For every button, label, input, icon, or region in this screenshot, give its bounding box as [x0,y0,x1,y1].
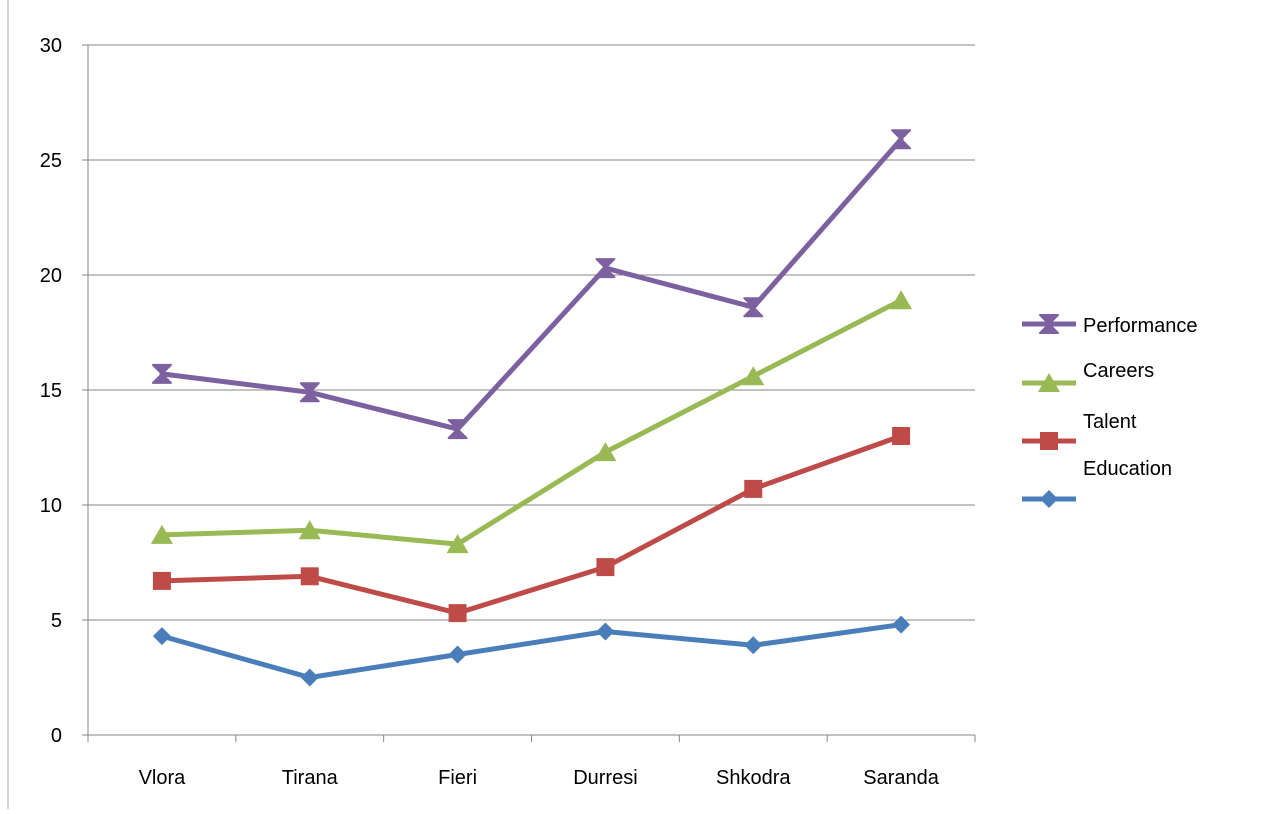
data-point-marker [595,258,616,279]
y-tick-label: 5 [51,610,62,632]
data-point-marker [744,479,763,498]
data-point-marker [744,636,763,655]
data-point-marker [446,534,469,554]
series-performance [151,129,912,440]
x-tick-label: Fieri [438,767,477,789]
data-point-marker [1040,490,1058,508]
axes: 0 5 10 15 20 25 30 Vlora Tirana Fieri Durresi Shkod… [40,35,976,789]
legend-item-performance: Performance [1022,314,1198,337]
data-point-marker [151,363,172,384]
x-tick-label: Vlora [139,767,187,789]
x-tick-label: Tirana [282,767,339,789]
series-line [159,622,904,680]
y-tick-label: 10 [40,495,62,517]
data-point-marker [742,366,765,386]
data-point-marker [448,604,467,623]
data-point-marker [1039,314,1059,334]
legend-item-education: Education [1022,458,1172,508]
data-point-marker [298,520,321,540]
data-point-marker [150,524,173,544]
x-tick-label: Durresi [573,767,637,789]
data-point-marker [152,571,171,590]
series-lines [150,129,913,687]
y-tick-label: 25 [40,150,62,172]
legend-item-talent: Talent [1022,411,1137,450]
data-point-marker [596,622,615,641]
series-careers [150,290,913,554]
x-tick-label: Saranda [863,767,939,789]
data-point-marker [594,442,617,462]
y-tick-label: 20 [40,265,62,287]
series-line [159,297,904,547]
data-point-marker [890,290,913,310]
data-point-marker [596,558,615,577]
x-tick-label: Shkodra [716,767,791,789]
data-point-marker [152,627,171,646]
series-talent [152,427,911,623]
gridlines [88,44,975,621]
legend: Performance Careers Talent Education [1022,314,1198,508]
legend-label: Performance [1083,315,1198,337]
data-point-marker [300,668,319,687]
data-point-marker [891,129,912,150]
legend-label: Education [1083,458,1172,480]
data-point-marker [447,419,468,440]
data-point-marker [892,615,911,634]
data-point-marker [300,567,319,586]
legend-label: Careers [1083,360,1154,382]
series-education [152,615,911,687]
series-line [159,433,904,616]
data-point-marker [743,297,764,318]
legend-item-careers: Careers [1022,360,1154,392]
data-point-marker [1040,432,1058,450]
data-point-marker [299,382,320,403]
data-point-marker [892,427,911,445]
y-tick-label: 15 [40,380,62,402]
legend-label: Talent [1083,411,1137,433]
y-tick-label: 0 [51,725,62,747]
series-line [159,136,904,432]
y-tick-label: 30 [40,35,62,57]
data-point-marker [1038,373,1060,392]
data-point-marker [448,645,467,664]
